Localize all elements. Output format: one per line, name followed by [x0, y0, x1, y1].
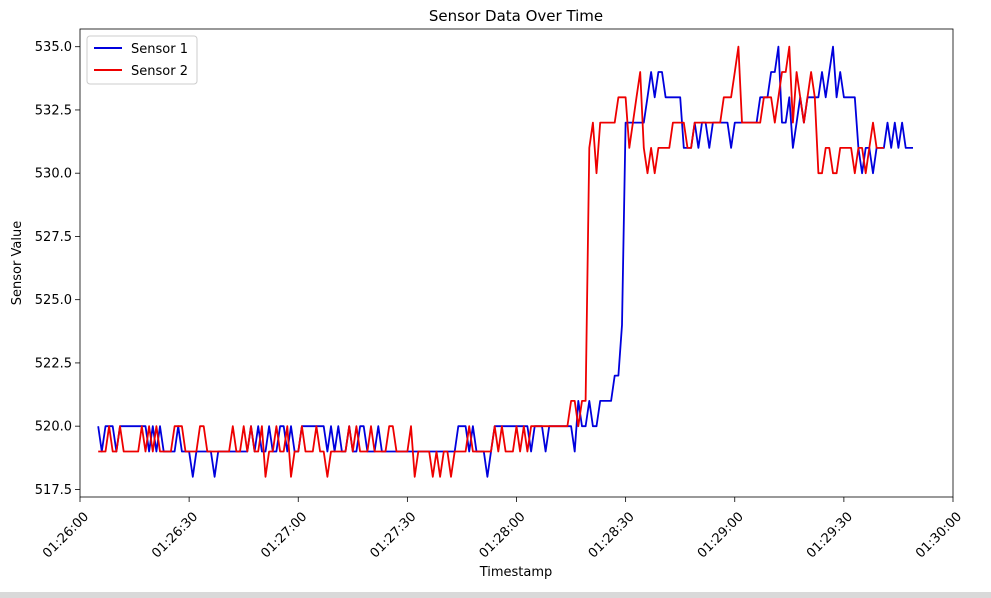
y-tick-label: 530.0 — [35, 167, 72, 182]
x-axis-label: Timestamp — [479, 565, 553, 580]
bottom-scrollbar-strip — [0, 592, 991, 598]
plot-area — [79, 28, 954, 498]
legend: Sensor 1 Sensor 2 — [86, 35, 198, 85]
x-tick-label: 01:29:00 — [695, 509, 747, 561]
series-lines — [97, 45, 913, 478]
y-tick-label: 525.0 — [35, 293, 72, 308]
y-tick-label: 520.0 — [35, 420, 72, 435]
y-axis: 517.5 520.0 522.5 525.0 527.5 530.0 532.5 535.0 — [35, 40, 80, 498]
x-tick-label: 01:26:00 — [40, 509, 92, 561]
chart-title: Sensor Data Over Time — [429, 7, 603, 25]
x-tick-label: 01:26:30 — [149, 509, 201, 561]
legend-label-sensor-1: Sensor 1 — [131, 42, 188, 57]
series-line-sensor-1 — [97, 45, 913, 478]
x-axis: 01:26:00 01:26:30 01:27:00 01:27:30 01:28:00… — [40, 497, 965, 561]
x-tick-label: 01:27:30 — [368, 509, 420, 561]
y-axis-label: Sensor Value — [10, 221, 25, 305]
y-tick-label: 522.5 — [35, 356, 72, 371]
series-line-sensor-2 — [98, 45, 884, 478]
x-tick-label: 01:28:30 — [586, 509, 638, 561]
y-tick-label: 535.0 — [35, 40, 72, 55]
y-tick-label: 532.5 — [35, 103, 72, 118]
y-tick-label: 517.5 — [35, 483, 72, 498]
x-tick-label: 01:29:30 — [804, 509, 856, 561]
x-tick-label: 01:28:00 — [477, 509, 529, 561]
x-tick-label: 01:30:00 — [913, 509, 965, 561]
legend-label-sensor-2: Sensor 2 — [131, 64, 188, 79]
x-tick-label: 01:27:00 — [258, 509, 310, 561]
y-tick-label: 527.5 — [35, 230, 72, 245]
